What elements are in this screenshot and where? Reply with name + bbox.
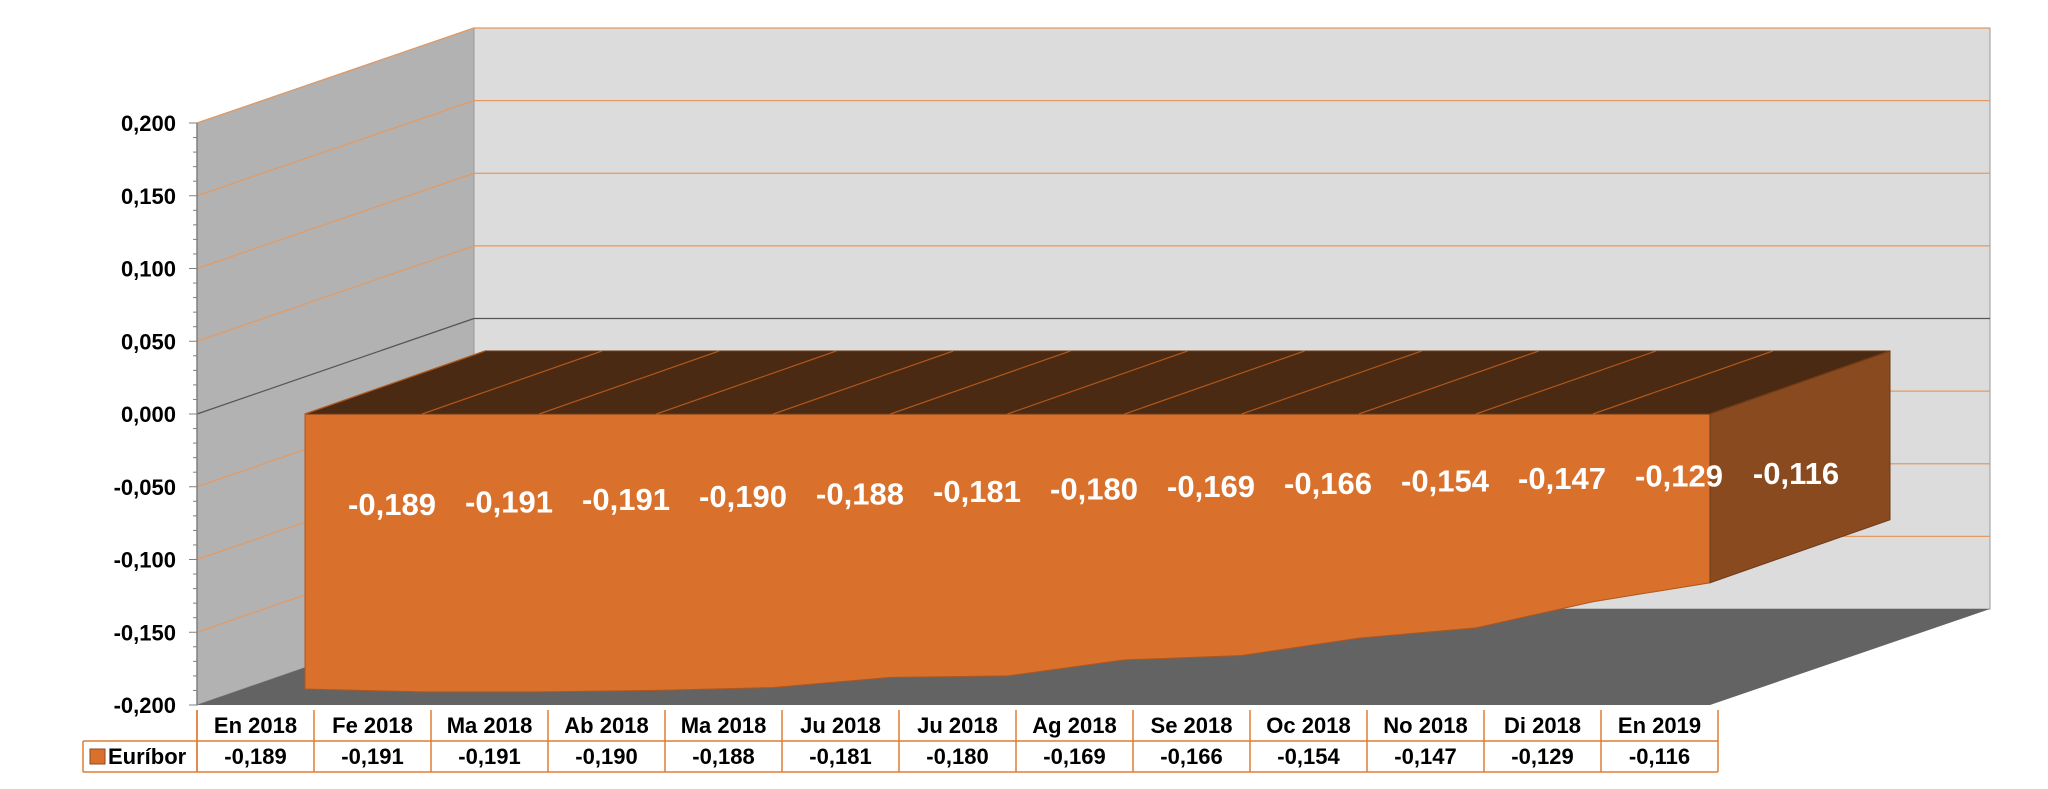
table-category-label: Ma 2018: [447, 713, 533, 738]
area-top-divider: [304, 350, 486, 415]
table-value-cell: -0,189: [224, 744, 286, 769]
data-label: -0,191: [582, 482, 670, 517]
data-label: -0,180: [1050, 471, 1138, 506]
table-category-label: Ju 2018: [800, 713, 881, 738]
table-category-label: En 2018: [214, 713, 297, 738]
table-value-cell: -0,181: [809, 744, 871, 769]
area-top-divider: [890, 350, 1071, 415]
table-category-label: Ab 2018: [564, 713, 648, 738]
y-tick-label: 0,100: [121, 257, 176, 282]
data-label: -0,190: [699, 479, 787, 514]
area-front-face: [304, 413, 1711, 693]
area-series: [304, 350, 1891, 693]
area-top-divider: [773, 350, 954, 415]
y-tick-label: -0,050: [114, 475, 176, 500]
area-top-divider: [538, 350, 720, 415]
data-label: -0,166: [1284, 466, 1372, 501]
table-value-cell: -0,116: [1629, 744, 1690, 769]
data-label: -0,129: [1635, 458, 1723, 493]
y-tick-label: -0,200: [114, 693, 176, 718]
table-value-cell: -0,129: [1511, 744, 1573, 769]
table-value-cell: -0,180: [926, 744, 988, 769]
table-category-label: Fe 2018: [332, 713, 413, 738]
y-axis: 0,200 0,150 0,100 0,050 0,000 -0,050 -0,100 -0,…: [114, 111, 198, 718]
area-side-face: [1709, 350, 1891, 584]
table-value-cell: -0,188: [692, 744, 754, 769]
gridline-side: [196, 27, 475, 124]
gridline-side: [196, 317, 475, 415]
data-label: -0,188: [816, 477, 904, 512]
table-value-cell: -0,169: [1043, 744, 1105, 769]
area-top-divider: [421, 350, 603, 415]
gridline-side: [196, 245, 475, 342]
table-value-cell: -0,190: [575, 744, 637, 769]
table-value-cell: -0,147: [1394, 744, 1456, 769]
y-tick-label: -0,150: [114, 620, 176, 645]
gridline-side: [196, 100, 475, 197]
table-value-cell: -0,191: [458, 744, 520, 769]
legend-key-swatch: [89, 748, 106, 765]
y-tick-label: 0,200: [121, 111, 176, 136]
data-label: -0,116: [1753, 456, 1839, 491]
data-label: -0,191: [465, 484, 553, 519]
data-labels: -0,189 -0,191 -0,191 -0,190 -0,188 -0,181 -0,1…: [348, 456, 1839, 522]
y-tick-label: 0,000: [121, 402, 176, 427]
table-category-label: Ju 2018: [917, 713, 998, 738]
data-label: -0,189: [348, 487, 436, 522]
table-category-label: En 2019: [1618, 713, 1701, 738]
table-category-label: Se 2018: [1151, 713, 1233, 738]
table-value-cell: -0,154: [1277, 744, 1340, 769]
table-value-cell: -0,191: [341, 744, 403, 769]
table-value-cell: -0,166: [1160, 744, 1222, 769]
legend-series-name: Euríbor: [108, 744, 187, 769]
y-tick-label: 0,050: [121, 329, 176, 354]
y-tick-label: -0,100: [114, 548, 176, 573]
area-top-divider: [1007, 350, 1188, 415]
gridline-side: [196, 172, 475, 270]
table-category-label: Oc 2018: [1266, 713, 1350, 738]
data-label: -0,154: [1401, 464, 1490, 499]
y-tick-label: 0,150: [121, 184, 176, 209]
table-category-label: No 2018: [1383, 713, 1467, 738]
data-table: En 2018 Fe 2018 Ma 2018 Ab 2018 Ma 2018 Ju 20…: [82, 710, 1719, 773]
table-category-label: Ag 2018: [1032, 713, 1116, 738]
data-label: -0,169: [1167, 469, 1255, 504]
data-label: -0,181: [933, 474, 1021, 509]
area-top-divider: [656, 350, 837, 415]
table-category-label: Di 2018: [1504, 713, 1581, 738]
data-label: -0,147: [1518, 461, 1606, 496]
area-top-divider: [1124, 350, 1305, 415]
area-top-divider: [1358, 350, 1539, 415]
area-top-divider: [1475, 350, 1657, 415]
area-top-divider: [1592, 350, 1774, 415]
table-category-label: Ma 2018: [681, 713, 767, 738]
area-top-divider: [1241, 350, 1422, 415]
